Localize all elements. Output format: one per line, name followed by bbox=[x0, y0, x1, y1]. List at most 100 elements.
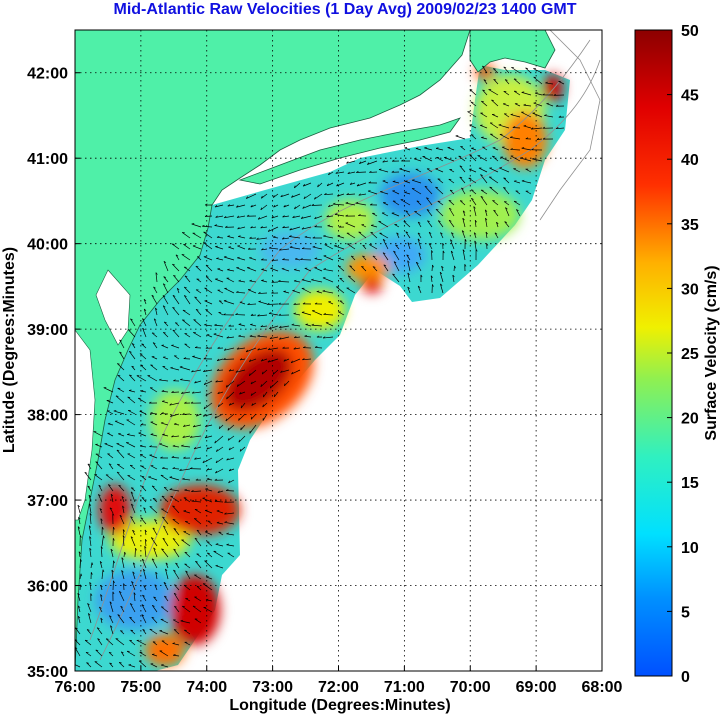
velocity-vector bbox=[194, 380, 202, 384]
vector-arrowhead bbox=[189, 435, 193, 438]
velocity-vector bbox=[99, 561, 103, 569]
velocity-vector bbox=[127, 329, 136, 338]
velocity-vector bbox=[184, 333, 191, 338]
velocity-vector bbox=[459, 165, 466, 173]
velocity-vector bbox=[236, 204, 246, 208]
velocity-vector bbox=[203, 256, 213, 261]
velocity-vector bbox=[138, 660, 147, 668]
velocity-vector bbox=[461, 230, 466, 239]
velocity-vector bbox=[207, 552, 213, 558]
velocity-vector bbox=[180, 620, 191, 624]
velocity-vector bbox=[215, 380, 224, 383]
velocity-vector bbox=[204, 510, 213, 514]
velocity-vector bbox=[87, 463, 92, 470]
velocity-vector bbox=[129, 351, 136, 360]
velocity-vector bbox=[151, 356, 158, 360]
velocity-vector bbox=[440, 283, 444, 294]
velocity-vector bbox=[127, 475, 136, 481]
velocity-vector bbox=[151, 332, 158, 338]
vector-arrowhead bbox=[149, 445, 152, 448]
velocity-vector bbox=[84, 472, 92, 481]
velocity-vector bbox=[403, 221, 411, 228]
vector-arrowhead bbox=[435, 208, 439, 211]
velocity-vector bbox=[139, 410, 147, 415]
vector-arrowhead bbox=[130, 516, 133, 519]
velocity-vector bbox=[413, 158, 422, 162]
vector-arrowhead bbox=[88, 494, 91, 498]
velocity-vector bbox=[260, 204, 268, 211]
vector-arrowhead bbox=[223, 357, 226, 360]
velocity-vector bbox=[282, 237, 290, 240]
velocity-vector bbox=[75, 639, 81, 646]
vector-arrowhead bbox=[236, 347, 240, 350]
vector-arrowhead bbox=[141, 497, 145, 499]
velocity-vector bbox=[405, 231, 411, 239]
vector-arrowhead bbox=[223, 256, 227, 258]
velocity-vector bbox=[284, 380, 290, 387]
vector-arrowhead bbox=[195, 478, 199, 481]
vector-arrowhead bbox=[424, 146, 427, 149]
colorbar-tick-label: 45 bbox=[681, 88, 699, 105]
velocity-vector bbox=[236, 291, 246, 294]
velocity-vector bbox=[406, 254, 411, 261]
velocity-vector bbox=[175, 254, 180, 261]
vector-arrowhead bbox=[249, 279, 253, 282]
velocity-vector bbox=[279, 336, 290, 340]
velocity-vector bbox=[378, 169, 389, 173]
velocity-vector bbox=[428, 243, 433, 250]
velocity-vector bbox=[191, 223, 202, 228]
vector-arrowhead bbox=[267, 229, 270, 232]
vector-arrowhead bbox=[273, 204, 276, 208]
vector-arrowhead bbox=[323, 313, 326, 315]
velocity-vector bbox=[291, 193, 301, 198]
vector-arrowhead bbox=[78, 605, 81, 608]
vector-arrowhead bbox=[98, 494, 101, 497]
vector-arrowhead bbox=[162, 400, 165, 402]
vector-arrowhead bbox=[180, 619, 184, 622]
velocity-vector bbox=[532, 112, 543, 118]
vector-arrowhead bbox=[228, 480, 231, 484]
velocity-vector bbox=[416, 200, 422, 206]
vector-arrowhead bbox=[143, 585, 146, 588]
velocity-vector bbox=[101, 535, 104, 547]
vector-arrowhead bbox=[89, 536, 92, 539]
velocity-vector bbox=[514, 103, 521, 107]
vector-arrowhead bbox=[504, 221, 508, 223]
contour-line bbox=[89, 39, 591, 641]
vector-arrowhead bbox=[150, 411, 153, 414]
velocity-vector bbox=[161, 640, 169, 646]
vector-arrowhead bbox=[131, 487, 134, 489]
vector-arrowhead bbox=[513, 180, 517, 182]
vector-arrowhead bbox=[378, 168, 382, 170]
vector-arrowhead bbox=[89, 582, 92, 585]
vector-arrowhead bbox=[294, 185, 296, 189]
velocity-vector bbox=[183, 266, 191, 272]
velocity-vector bbox=[270, 267, 279, 272]
vector-arrowhead bbox=[116, 471, 120, 474]
colorbar-tick-label: 25 bbox=[681, 346, 699, 363]
vector-arrowhead bbox=[416, 200, 420, 202]
vector-arrowhead bbox=[110, 625, 113, 628]
velocity-vector bbox=[240, 424, 246, 431]
vector-arrowhead bbox=[260, 358, 264, 362]
vector-arrowhead bbox=[225, 418, 228, 422]
vector-arrowhead bbox=[223, 313, 226, 316]
vector-arrowhead bbox=[494, 232, 498, 235]
vector-arrowhead bbox=[206, 541, 210, 543]
velocity-vector bbox=[289, 226, 301, 231]
velocity-vector bbox=[147, 375, 158, 382]
velocity-vector bbox=[428, 232, 433, 239]
velocity-vector bbox=[473, 232, 477, 239]
velocity-vector bbox=[89, 548, 92, 558]
vector-arrowhead bbox=[247, 247, 251, 250]
vector-arrowhead bbox=[346, 161, 349, 164]
vector-arrowhead bbox=[78, 516, 81, 520]
vector-arrowhead bbox=[97, 638, 100, 641]
vector-arrowhead bbox=[162, 295, 166, 298]
velocity-vector bbox=[130, 536, 136, 547]
vector-arrowhead bbox=[293, 302, 296, 305]
velocity-vector bbox=[105, 474, 114, 481]
velocity-vector bbox=[172, 468, 180, 470]
velocity-vector bbox=[173, 569, 180, 580]
vector-arrowhead bbox=[505, 207, 508, 210]
